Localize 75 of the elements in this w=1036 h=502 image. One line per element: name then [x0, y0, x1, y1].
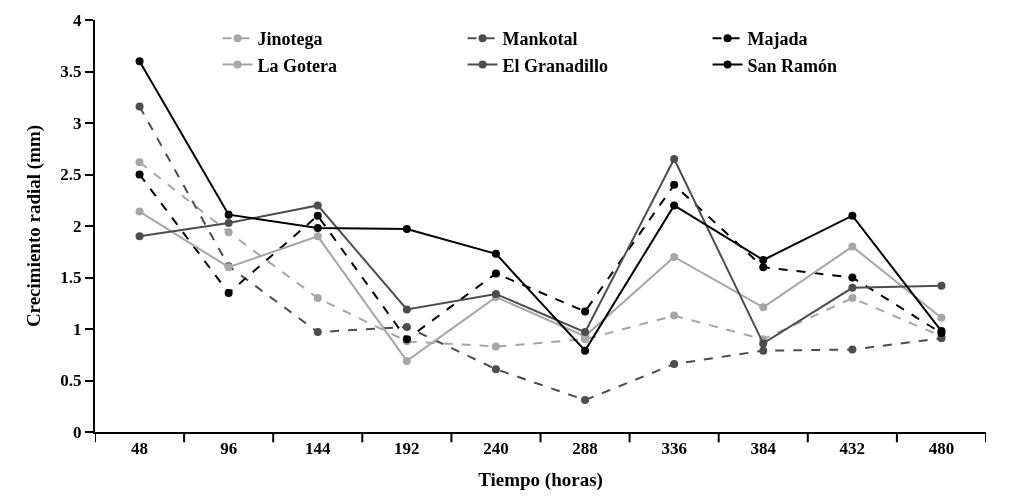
- x-tick-label: 144: [305, 439, 331, 459]
- point: [224, 210, 233, 219]
- y-tick-label: 1.5: [60, 268, 82, 288]
- x-tick-label: 48: [131, 439, 149, 459]
- y-axis-title: Crecimiento radial (mm): [22, 124, 45, 328]
- point: [848, 273, 857, 282]
- x-tick-label: 288: [572, 439, 598, 459]
- point: [135, 170, 144, 179]
- point: [759, 346, 768, 355]
- point: [135, 102, 144, 111]
- point: [313, 211, 322, 220]
- point: [670, 311, 679, 320]
- legend-label: Majada: [747, 29, 808, 50]
- y-tick-label: 3.5: [60, 62, 82, 82]
- point: [135, 57, 144, 66]
- point: [937, 281, 946, 290]
- x-tick-label: 384: [750, 439, 777, 459]
- point: [670, 201, 679, 210]
- y-tick-label: 3: [73, 113, 82, 133]
- point: [402, 322, 411, 331]
- legend-label: La Gotera: [257, 55, 338, 76]
- point: [224, 218, 233, 227]
- point: [313, 294, 322, 303]
- point: [937, 313, 946, 322]
- y-tick-label: 4: [73, 10, 83, 30]
- point: [224, 288, 233, 297]
- point: [848, 211, 857, 220]
- y-tick-label: 0.5: [60, 371, 82, 391]
- point: [581, 328, 590, 337]
- x-tick-label: 432: [839, 439, 866, 459]
- point: [135, 158, 144, 167]
- y-tick-label: 2.5: [60, 165, 82, 185]
- y-tick-label: 1: [73, 319, 82, 339]
- point: [491, 289, 500, 298]
- point: [491, 342, 500, 351]
- x-tick-label: 480: [928, 439, 955, 459]
- point: [491, 365, 500, 374]
- x-tick-label: 240: [483, 439, 509, 459]
- point: [313, 328, 322, 337]
- point: [581, 346, 590, 355]
- point: [491, 249, 500, 258]
- point: [402, 225, 411, 234]
- x-tick-label: 336: [661, 439, 687, 459]
- point: [759, 339, 768, 348]
- point: [670, 180, 679, 189]
- point: [759, 303, 768, 312]
- point: [224, 228, 233, 237]
- point: [759, 263, 768, 272]
- point: [581, 396, 590, 405]
- point: [759, 255, 768, 264]
- x-tick-label: 192: [394, 439, 420, 459]
- point: [670, 155, 679, 164]
- point: [848, 345, 857, 354]
- point: [313, 232, 322, 241]
- x-tick-label: 96: [220, 439, 238, 459]
- point: [313, 201, 322, 210]
- y-tick-label: 2: [73, 216, 82, 236]
- legend-label: El Granadillo: [502, 55, 609, 76]
- point: [491, 269, 500, 278]
- point: [402, 356, 411, 365]
- y-tick-label: 0: [73, 422, 82, 442]
- point: [581, 307, 590, 316]
- legend-label: Mankotal: [502, 29, 578, 50]
- point: [670, 360, 679, 369]
- point: [135, 232, 144, 241]
- point: [848, 283, 857, 292]
- point: [670, 252, 679, 261]
- point: [848, 294, 857, 303]
- legend-label: San Ramón: [747, 55, 838, 76]
- point: [848, 242, 857, 251]
- point: [313, 224, 322, 233]
- legend-label: Jinotega: [257, 29, 323, 50]
- x-axis-title: Tiempo (horas): [478, 468, 603, 491]
- point: [402, 305, 411, 314]
- point: [135, 207, 144, 216]
